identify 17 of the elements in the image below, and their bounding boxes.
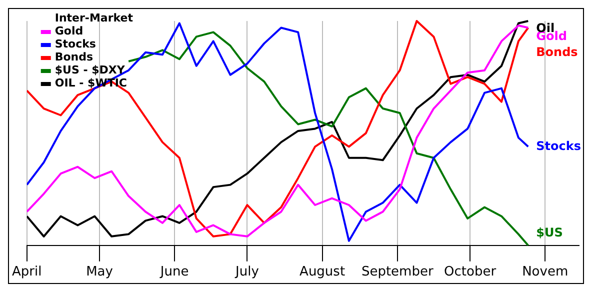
x-tick-label: April — [12, 264, 42, 280]
x-tick-label: July — [234, 264, 260, 280]
x-tick-label: September — [361, 264, 434, 280]
legend-label: $US - $DXY — [54, 63, 126, 76]
x-tick-label: June — [159, 264, 189, 280]
annotation: Bonds — [536, 45, 578, 60]
legend-label: Stocks — [54, 37, 96, 50]
x-tick-label: Novem — [522, 264, 568, 280]
annotation: Gold — [536, 29, 567, 44]
legend-title: Inter-Market — [54, 11, 134, 24]
legend-label: Gold — [54, 24, 84, 38]
x-tick-label: May — [86, 264, 114, 280]
x-tick-label: October — [444, 264, 497, 280]
annotation: $US — [536, 226, 563, 240]
annotation: Stocks — [536, 138, 582, 153]
legend-label: Bonds — [54, 50, 94, 64]
x-tick-label: August — [300, 264, 346, 280]
